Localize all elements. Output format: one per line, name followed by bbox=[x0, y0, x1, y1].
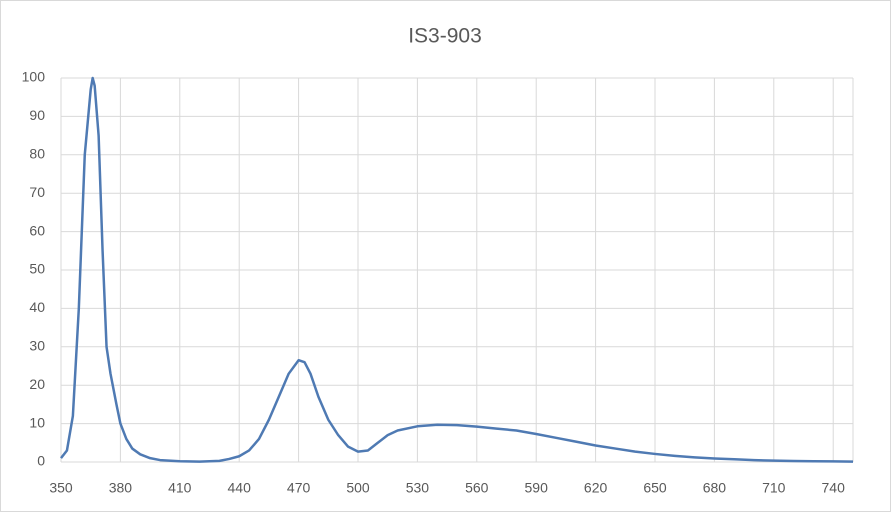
y-tick-label: 70 bbox=[29, 184, 45, 200]
x-tick-label: 680 bbox=[703, 480, 727, 496]
x-tick-label: 440 bbox=[228, 480, 252, 496]
x-tick-label: 710 bbox=[762, 480, 786, 496]
y-tick-label: 100 bbox=[22, 69, 46, 85]
x-tick-label: 590 bbox=[525, 480, 549, 496]
x-tick-label: 530 bbox=[406, 480, 430, 496]
y-tick-label: 40 bbox=[29, 299, 45, 315]
x-tick-label: 410 bbox=[168, 480, 192, 496]
y-tick-label: 90 bbox=[29, 107, 45, 123]
x-tick-label: 470 bbox=[287, 480, 311, 496]
y-tick-label: 50 bbox=[29, 261, 45, 277]
x-tick-label: 380 bbox=[109, 480, 133, 496]
y-tick-label: 0 bbox=[37, 453, 45, 469]
y-tick-label: 20 bbox=[29, 376, 45, 392]
y-tick-label: 80 bbox=[29, 146, 45, 162]
y-tick-label: 30 bbox=[29, 338, 45, 354]
y-tick-label: 60 bbox=[29, 222, 45, 238]
data-line bbox=[60, 76, 854, 463]
x-tick-label: 500 bbox=[346, 480, 370, 496]
chart-title: IS3-903 bbox=[408, 25, 482, 48]
x-tick-label: 560 bbox=[465, 480, 489, 496]
x-tick-label: 620 bbox=[584, 480, 608, 496]
x-tick-label: 650 bbox=[643, 480, 667, 496]
x-tick-label: 740 bbox=[822, 480, 846, 496]
y-tick-label: 10 bbox=[29, 414, 45, 430]
x-tick-label: 350 bbox=[49, 480, 73, 496]
